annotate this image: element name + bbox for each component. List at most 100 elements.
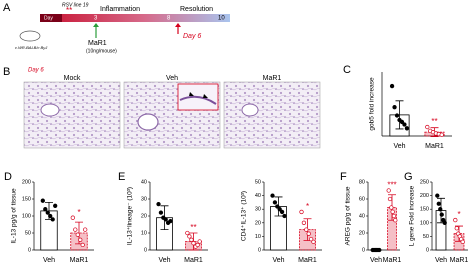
x-tick-label: MaR1 bbox=[383, 257, 402, 264]
significance: ** bbox=[431, 117, 437, 126]
y-tick-label: 40 bbox=[255, 193, 261, 199]
virus-label: RSV line 19 bbox=[62, 2, 89, 8]
data-point bbox=[163, 217, 168, 222]
y-tick-label: 40 bbox=[141, 179, 147, 185]
data-point bbox=[377, 247, 382, 253]
data-point bbox=[272, 200, 278, 205]
y-axis-label: AREG pg/g of tissue bbox=[345, 186, 352, 245]
x-tick-label: MaR1 bbox=[298, 257, 317, 264]
treatment-label: MaR1 bbox=[88, 40, 107, 47]
x-tick-label: MaR1 bbox=[450, 257, 469, 264]
data-point bbox=[187, 234, 192, 239]
x-tick-label: MaR1 bbox=[425, 143, 444, 150]
significance: * bbox=[457, 210, 460, 219]
virus-mark: ** bbox=[66, 6, 72, 15]
data-point bbox=[45, 210, 50, 215]
y-tick-label: 50 bbox=[255, 179, 261, 185]
data-point bbox=[306, 231, 311, 236]
x-tick-label: Veh bbox=[43, 257, 55, 264]
y-tick-label: 250 bbox=[420, 179, 429, 185]
data-point bbox=[83, 227, 88, 232]
significance: *** bbox=[387, 181, 396, 190]
strain-label: c.WR-BALB/c ByJ bbox=[15, 45, 48, 50]
x-tick-label: Veh bbox=[370, 257, 382, 264]
data-point bbox=[304, 227, 309, 232]
epithelium bbox=[179, 95, 217, 105]
data-point bbox=[277, 207, 282, 212]
data-point bbox=[282, 213, 287, 219]
panel-letter: E bbox=[118, 171, 125, 183]
y-tick-label: 30 bbox=[255, 207, 261, 213]
data-point bbox=[391, 213, 397, 219]
y-tick-label: 10 bbox=[141, 230, 147, 236]
histology-image bbox=[23, 81, 121, 149]
y-tick-label: 0 bbox=[258, 247, 261, 253]
data-point bbox=[394, 113, 400, 118]
y-tick-label: 50 bbox=[423, 234, 429, 240]
day-label: Day 6 bbox=[28, 68, 44, 74]
day-box bbox=[40, 14, 62, 22]
airway bbox=[137, 113, 159, 131]
data-point bbox=[53, 203, 58, 208]
y-tick-label: 60 bbox=[359, 196, 365, 202]
phase-label: Inflammation bbox=[100, 6, 140, 13]
histology-image bbox=[223, 81, 321, 149]
data-point bbox=[168, 218, 173, 224]
significance: * bbox=[77, 208, 80, 217]
y-axis-label: L gene Fold increase bbox=[409, 185, 416, 246]
panel-letter: A bbox=[3, 2, 11, 14]
panel-letter: G bbox=[404, 171, 413, 183]
data-point bbox=[442, 220, 447, 225]
airway bbox=[40, 103, 60, 117]
data-point bbox=[439, 212, 444, 217]
x-tick-label: MaR1 bbox=[70, 257, 89, 264]
data-point bbox=[73, 227, 78, 232]
data-point bbox=[438, 207, 443, 212]
data-point bbox=[156, 201, 161, 207]
y-tick-label: 150 bbox=[420, 207, 429, 213]
data-point bbox=[75, 232, 80, 237]
harvest-label: Day 6 bbox=[183, 33, 201, 40]
data-point bbox=[389, 205, 394, 210]
day-tick: 8 bbox=[167, 16, 171, 22]
data-point bbox=[78, 237, 83, 242]
day-tick: 3 bbox=[94, 16, 98, 22]
data-point bbox=[311, 239, 316, 244]
data-point bbox=[80, 242, 85, 248]
data-point bbox=[404, 126, 410, 131]
y-axis-label: CD4⁺IL-13⁺ (10³) bbox=[241, 191, 248, 241]
y-axis-label: IL-13 pg/g of tissue bbox=[11, 188, 18, 244]
error-bar bbox=[395, 100, 404, 130]
panel-letter: C bbox=[343, 64, 351, 76]
data-point bbox=[399, 119, 405, 125]
data-point bbox=[386, 188, 391, 193]
data-point bbox=[275, 204, 280, 209]
dose-label: (10ng/mouse) bbox=[86, 48, 117, 54]
data-point bbox=[279, 209, 285, 215]
data-point bbox=[191, 241, 196, 246]
data-point bbox=[439, 132, 444, 137]
arrow-head bbox=[175, 23, 181, 27]
data-point bbox=[390, 209, 395, 214]
x-tick-label: Veh bbox=[272, 257, 284, 264]
data-point bbox=[387, 196, 393, 202]
group-label: Mock bbox=[64, 75, 81, 82]
data-point bbox=[50, 217, 55, 222]
data-point bbox=[392, 105, 397, 110]
data-point bbox=[454, 226, 459, 231]
data-point bbox=[389, 83, 395, 89]
phase-label: Resolution bbox=[180, 6, 213, 13]
data-point bbox=[270, 193, 275, 198]
data-point bbox=[158, 210, 164, 215]
data-point bbox=[436, 201, 441, 206]
data-point bbox=[425, 124, 430, 130]
data-point bbox=[308, 236, 314, 242]
y-tick-label: 200 bbox=[22, 179, 31, 185]
data-point bbox=[435, 193, 440, 198]
inset-arrows bbox=[189, 92, 208, 98]
data-point bbox=[195, 242, 200, 248]
data-point bbox=[43, 207, 48, 212]
airway bbox=[241, 103, 259, 117]
x-tick-label: Veh bbox=[158, 257, 170, 264]
y-tick-label: 150 bbox=[22, 196, 31, 202]
